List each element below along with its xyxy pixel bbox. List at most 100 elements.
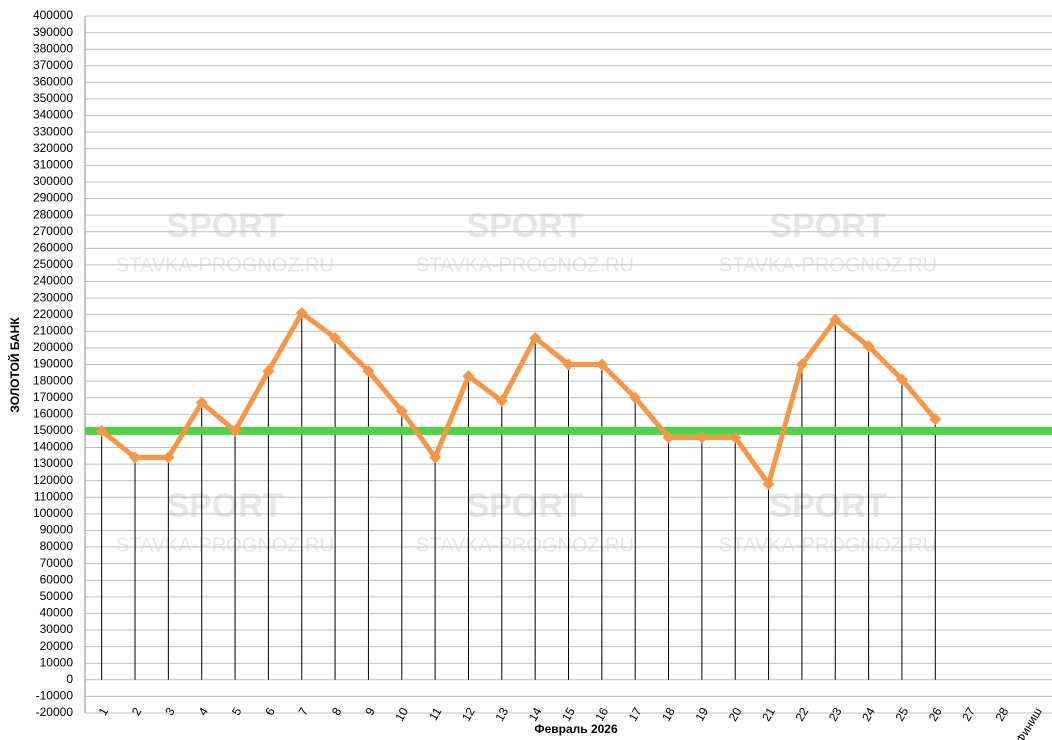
watermark: SPORT [166,207,283,245]
marker [462,370,475,383]
y-tick-label: 380000 [33,41,73,55]
y-axis-label: ЗОЛОТОЙ БАНК [7,317,22,413]
y-tick-label: 80000 [40,539,74,553]
x-tick-label: 1 [96,705,112,718]
marker [129,451,142,464]
y-tick-label: 360000 [33,75,73,89]
y-tick-label: 60000 [40,572,74,586]
x-axis-label: Февраль 2026 [534,722,618,736]
y-tick-label: 280000 [33,207,73,221]
y-tick-label: 190000 [33,357,73,371]
x-tick-label: 6 [262,705,278,718]
watermark: SPORT [769,487,886,525]
marker [762,477,775,490]
x-tick-label: 10 [392,705,411,724]
y-tick-label: 40000 [40,606,74,620]
marker [529,331,542,344]
marker [895,373,908,386]
marker [395,404,408,417]
marker [95,424,108,437]
marker [362,365,375,378]
y-tick-label: 50000 [40,589,74,603]
y-tick-label: 210000 [33,323,73,337]
y-tick-label: 300000 [33,174,73,188]
watermark: STAVKA-PROGNOZ.RU [416,534,634,556]
watermark: SPORT [466,487,583,525]
y-tick-label: 320000 [33,141,73,155]
x-tick-label: 8 [329,705,345,718]
y-tick-label: 220000 [33,307,73,321]
x-tick-label: 24 [859,705,878,724]
x-tick-label: 22 [792,705,811,724]
y-tick-label: 180000 [33,373,73,387]
y-tick-label: 100000 [33,506,73,520]
y-tick-label: -20000 [36,705,74,719]
marker [595,358,608,371]
marker [729,431,742,444]
marker [695,431,708,444]
x-tick-label: 7 [296,705,312,718]
y-tick-label: 240000 [33,274,73,288]
y-tick-label: 110000 [34,489,73,503]
y-tick-label: 0 [66,672,73,686]
marker [295,307,308,320]
y-tick-label: 230000 [33,290,73,304]
marker [229,424,242,437]
y-tick-label: 330000 [33,124,73,138]
x-tick-label: 26 [926,705,945,724]
watermark: STAVKA-PROGNOZ.RU [116,534,334,556]
marker [662,431,675,444]
y-tick-label: 140000 [33,440,73,454]
x-tick-label: Финиш [1013,705,1045,740]
x-tick-label: 17 [626,705,645,724]
y-tick-label: 350000 [33,91,73,105]
y-tick-label: 90000 [40,523,74,537]
marker [495,395,508,408]
x-tick-label: 18 [659,705,678,724]
x-tick-label: 21 [759,705,778,724]
y-tick-label: 370000 [33,58,73,72]
y-tick-label: -10000 [36,689,74,703]
marker [795,358,808,371]
x-tick-label: 4 [196,705,212,718]
y-tick-label: 70000 [40,556,74,570]
y-tick-label: 160000 [33,406,73,420]
y-tick-label: 10000 [40,655,74,669]
x-tick-label: 27 [959,705,978,724]
y-tick-label: 310000 [33,158,73,172]
y-tick-label: 120000 [33,473,73,487]
y-tick-label: 20000 [40,639,74,653]
y-tick-label: 270000 [33,224,73,238]
marker [429,451,442,464]
y-tick-label: 400000 [33,8,73,22]
marker [629,391,642,404]
y-tick-label: 260000 [33,241,73,255]
x-tick-label: 3 [162,705,178,718]
watermark: SPORT [466,207,583,245]
y-tick-label: 200000 [33,340,73,354]
x-tick-label: 14 [526,705,545,724]
x-tick-label: 16 [592,705,611,724]
marker [195,396,208,409]
x-tick-label: 11 [426,705,445,723]
watermark: SPORT [769,207,886,245]
marker [262,365,275,378]
y-tick-label: 130000 [33,456,73,470]
watermark: SPORT [166,487,283,525]
y-tick-label: 290000 [33,191,73,205]
series-line [100,310,938,487]
marker [929,413,942,426]
x-tick-label: 25 [892,705,911,724]
x-tick-label: 9 [362,705,378,718]
marker [829,313,842,326]
y-tick-label: 340000 [33,108,73,122]
x-tick-label: 19 [692,705,711,724]
marker [329,331,342,344]
y-tick-label: 150000 [33,423,73,437]
watermark: STAVKA-PROGNOZ.RU [719,534,937,556]
x-tick-label: 12 [459,705,478,724]
y-tick-label: 250000 [33,257,73,271]
x-tick-label: 2 [129,705,145,718]
y-tick-label: 170000 [33,390,73,404]
